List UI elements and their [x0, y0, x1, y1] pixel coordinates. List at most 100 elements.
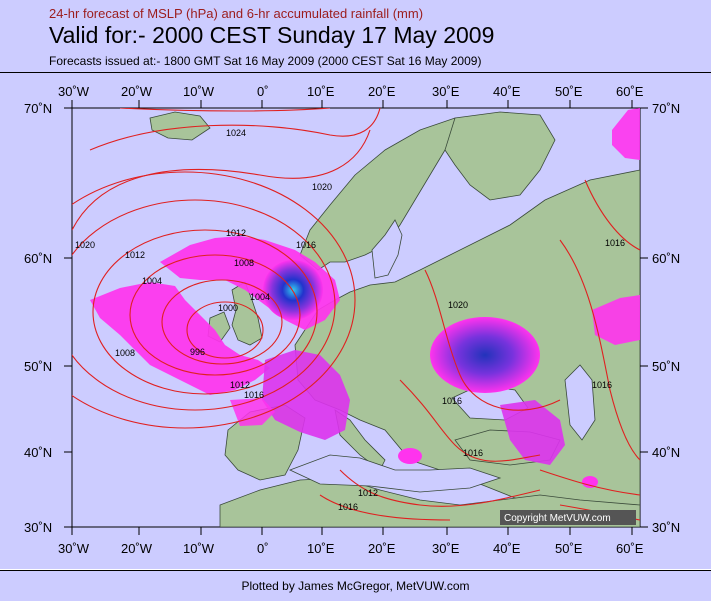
map-panel: 1024 1020 1020 1012 1012 1008 1004 1004 …: [0, 73, 711, 569]
lon-label: 40˚E: [493, 84, 521, 99]
isobar-label: 1016: [244, 390, 264, 400]
lat-label: 30˚N: [24, 520, 52, 535]
lat-label: 30˚N: [652, 520, 680, 535]
footer-panel: Plotted by James McGregor, MetVUW.com: [0, 570, 711, 601]
isobar-label: 1012: [230, 380, 250, 390]
isobar-label: 1000: [218, 303, 238, 313]
lon-labels-top: 30˚W 20˚W 10˚W 0˚ 10˚E 20˚E 30˚E 40˚E 50…: [58, 84, 644, 99]
copyright-badge: [500, 510, 636, 525]
lat-label: 60˚N: [652, 251, 680, 266]
isobar-1020-east: [424, 269, 561, 411]
issued-time: Forecasts issued at:- 1800 GMT Sat 16 Ma…: [49, 54, 482, 68]
isobar-1008: [92, 229, 318, 395]
isobar-1004: [129, 254, 301, 376]
lon-label: 60˚E: [616, 84, 644, 99]
rain-iberia-coast: [230, 398, 275, 426]
italy: [334, 409, 386, 471]
lon-label: 10˚E: [307, 84, 335, 99]
lon-label: 10˚E: [307, 541, 335, 556]
isobar-label: 1016: [592, 380, 612, 390]
lon-label: 10˚W: [183, 541, 215, 556]
rain-turkey: [500, 400, 565, 465]
isobar-label: 1016: [463, 448, 483, 458]
lat-label: 40˚N: [24, 445, 52, 460]
lat-label: 50˚N: [652, 359, 680, 374]
inland-seas: [288, 219, 596, 493]
isobar-1012: [72, 199, 336, 411]
isobar-label: 1016: [296, 240, 316, 250]
isobar-1016-ne: [584, 179, 640, 251]
lon-label: 30˚W: [58, 84, 90, 99]
caspian-sea: [564, 364, 596, 441]
isobar-label: 1012: [226, 228, 246, 238]
rain-russia-east: [592, 295, 640, 345]
isobar-1020-se: [539, 469, 640, 496]
lon-label: 30˚E: [432, 541, 460, 556]
isobar-label: 1020: [75, 240, 95, 250]
rainfall-areas: [90, 108, 640, 488]
lat-label: 50˚N: [24, 359, 52, 374]
isobar-label: 1020: [448, 300, 468, 310]
isobar-labels: 1024 1020 1020 1012 1012 1008 1004 1004 …: [75, 128, 625, 512]
isobars: [72, 108, 640, 521]
isobar-label: 996: [190, 347, 205, 357]
valid-time-title: Valid for:- 2000 CEST Sunday 17 May 2009: [49, 22, 495, 48]
lon-label: 20˚E: [368, 84, 396, 99]
isobar-label: 1024: [226, 128, 246, 138]
header-panel: 24-hr forecast of MSLP (hPa) and 6-hr ac…: [0, 0, 711, 73]
lon-label: 30˚E: [432, 84, 460, 99]
lat-label: 60˚N: [24, 251, 52, 266]
isobar-label: 1008: [234, 258, 254, 268]
rain-caspian: [582, 476, 598, 488]
lon-label: 20˚W: [121, 541, 153, 556]
isobar-label: 1008: [115, 348, 135, 358]
isobar-label: 1012: [358, 488, 378, 498]
lon-labels-bottom: 30˚W 20˚W 10˚W 0˚ 10˚E 20˚E 30˚E 40˚E 50…: [58, 541, 644, 556]
isobar-1024: [89, 108, 381, 151]
isobar-label: 1016: [338, 502, 358, 512]
isobar-1000: [161, 279, 283, 365]
rain-france: [262, 350, 350, 440]
lat-labels-left: 70˚N 60˚N 50˚N 40˚N 30˚N: [24, 101, 52, 535]
lat-label: 40˚N: [652, 445, 680, 460]
lon-label: 50˚E: [555, 541, 583, 556]
isobar-label: 1004: [142, 276, 162, 286]
graticule-ticks: [64, 100, 648, 535]
lon-label: 0˚: [257, 84, 269, 99]
lon-label: 60˚E: [616, 541, 644, 556]
rain-atlantic-band: [90, 282, 270, 395]
isobar-1012-south: [339, 469, 541, 507]
lon-label: 20˚W: [121, 84, 153, 99]
isobar-label: 1012: [125, 250, 145, 260]
plotted-by-credit: Plotted by James McGregor, MetVUW.com: [241, 579, 470, 593]
rain-core-ukraine: [430, 317, 540, 393]
lon-label: 40˚E: [493, 541, 521, 556]
isobar-1028: [119, 108, 331, 112]
lat-label: 70˚N: [24, 101, 52, 116]
lon-label: 10˚W: [183, 84, 215, 99]
rain-greece: [398, 448, 422, 464]
lat-label: 70˚N: [652, 101, 680, 116]
isobar-1020-west: [72, 129, 371, 231]
lat-labels-right: 70˚N 60˚N 50˚N 40˚N 30˚N: [652, 101, 680, 535]
rain-core-north-sea: [263, 260, 323, 320]
lon-label: 0˚: [257, 541, 269, 556]
forecast-map: 1024 1020 1020 1012 1012 1008 1004 1004 …: [24, 84, 680, 556]
mediterranean-sea: [288, 454, 502, 493]
isobar-996: [186, 301, 264, 359]
isobar-1016-med: [399, 379, 541, 462]
isobar-label: 1016: [605, 238, 625, 248]
isobar-label: 1004: [250, 292, 270, 302]
baltic-sea: [371, 219, 403, 279]
isobar-1016: [72, 171, 356, 429]
lon-label: 50˚E: [555, 84, 583, 99]
lon-label: 20˚E: [368, 541, 396, 556]
finland-karelia: [444, 111, 556, 201]
lon-label: 30˚W: [58, 541, 90, 556]
isobar-1016-east: [559, 239, 640, 461]
rain-arctic: [612, 108, 640, 160]
forecast-subtitle: 24-hr forecast of MSLP (hPa) and 6-hr ac…: [49, 6, 424, 21]
copyright-text: Copyright MetVUW.com: [504, 513, 611, 524]
isobar-label: 1020: [312, 182, 332, 192]
isobar-1016-south: [319, 494, 451, 521]
